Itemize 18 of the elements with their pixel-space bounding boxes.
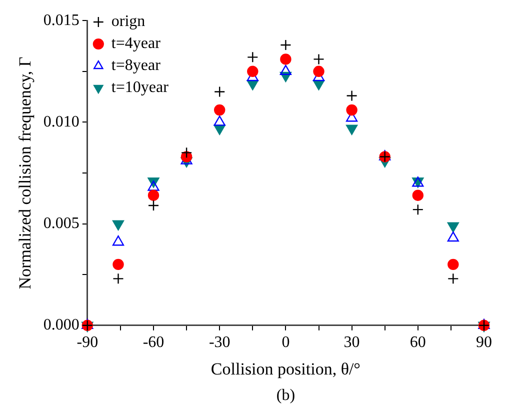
y-tick-label: 0.010 — [43, 113, 80, 130]
x-tick-label: -60 — [142, 334, 164, 352]
legend-label: t=8year — [111, 57, 162, 74]
legend-label: t=10year — [111, 79, 170, 96]
x-tick-label: 30 — [344, 334, 360, 352]
legend-label: orign — [111, 13, 146, 30]
y-tick-label: 0.005 — [43, 215, 80, 232]
x-tick-label: -30 — [208, 334, 230, 352]
text: (b) — [276, 387, 296, 404]
x-tick-label: 90 — [476, 334, 492, 352]
y-axis-title: Normalized collision frequency, Γ — [16, 56, 35, 290]
y-tick-label: 0.000 — [43, 316, 80, 334]
y-tick-label: 0.015 — [43, 12, 80, 29]
x-tick-label: 0 — [282, 334, 290, 352]
x-axis-title: Collision position, θ/° — [210, 359, 360, 378]
x-tick-label: -90 — [76, 334, 98, 352]
legend-label: t=4year — [111, 35, 162, 52]
x-tick-label: 60 — [410, 334, 426, 352]
